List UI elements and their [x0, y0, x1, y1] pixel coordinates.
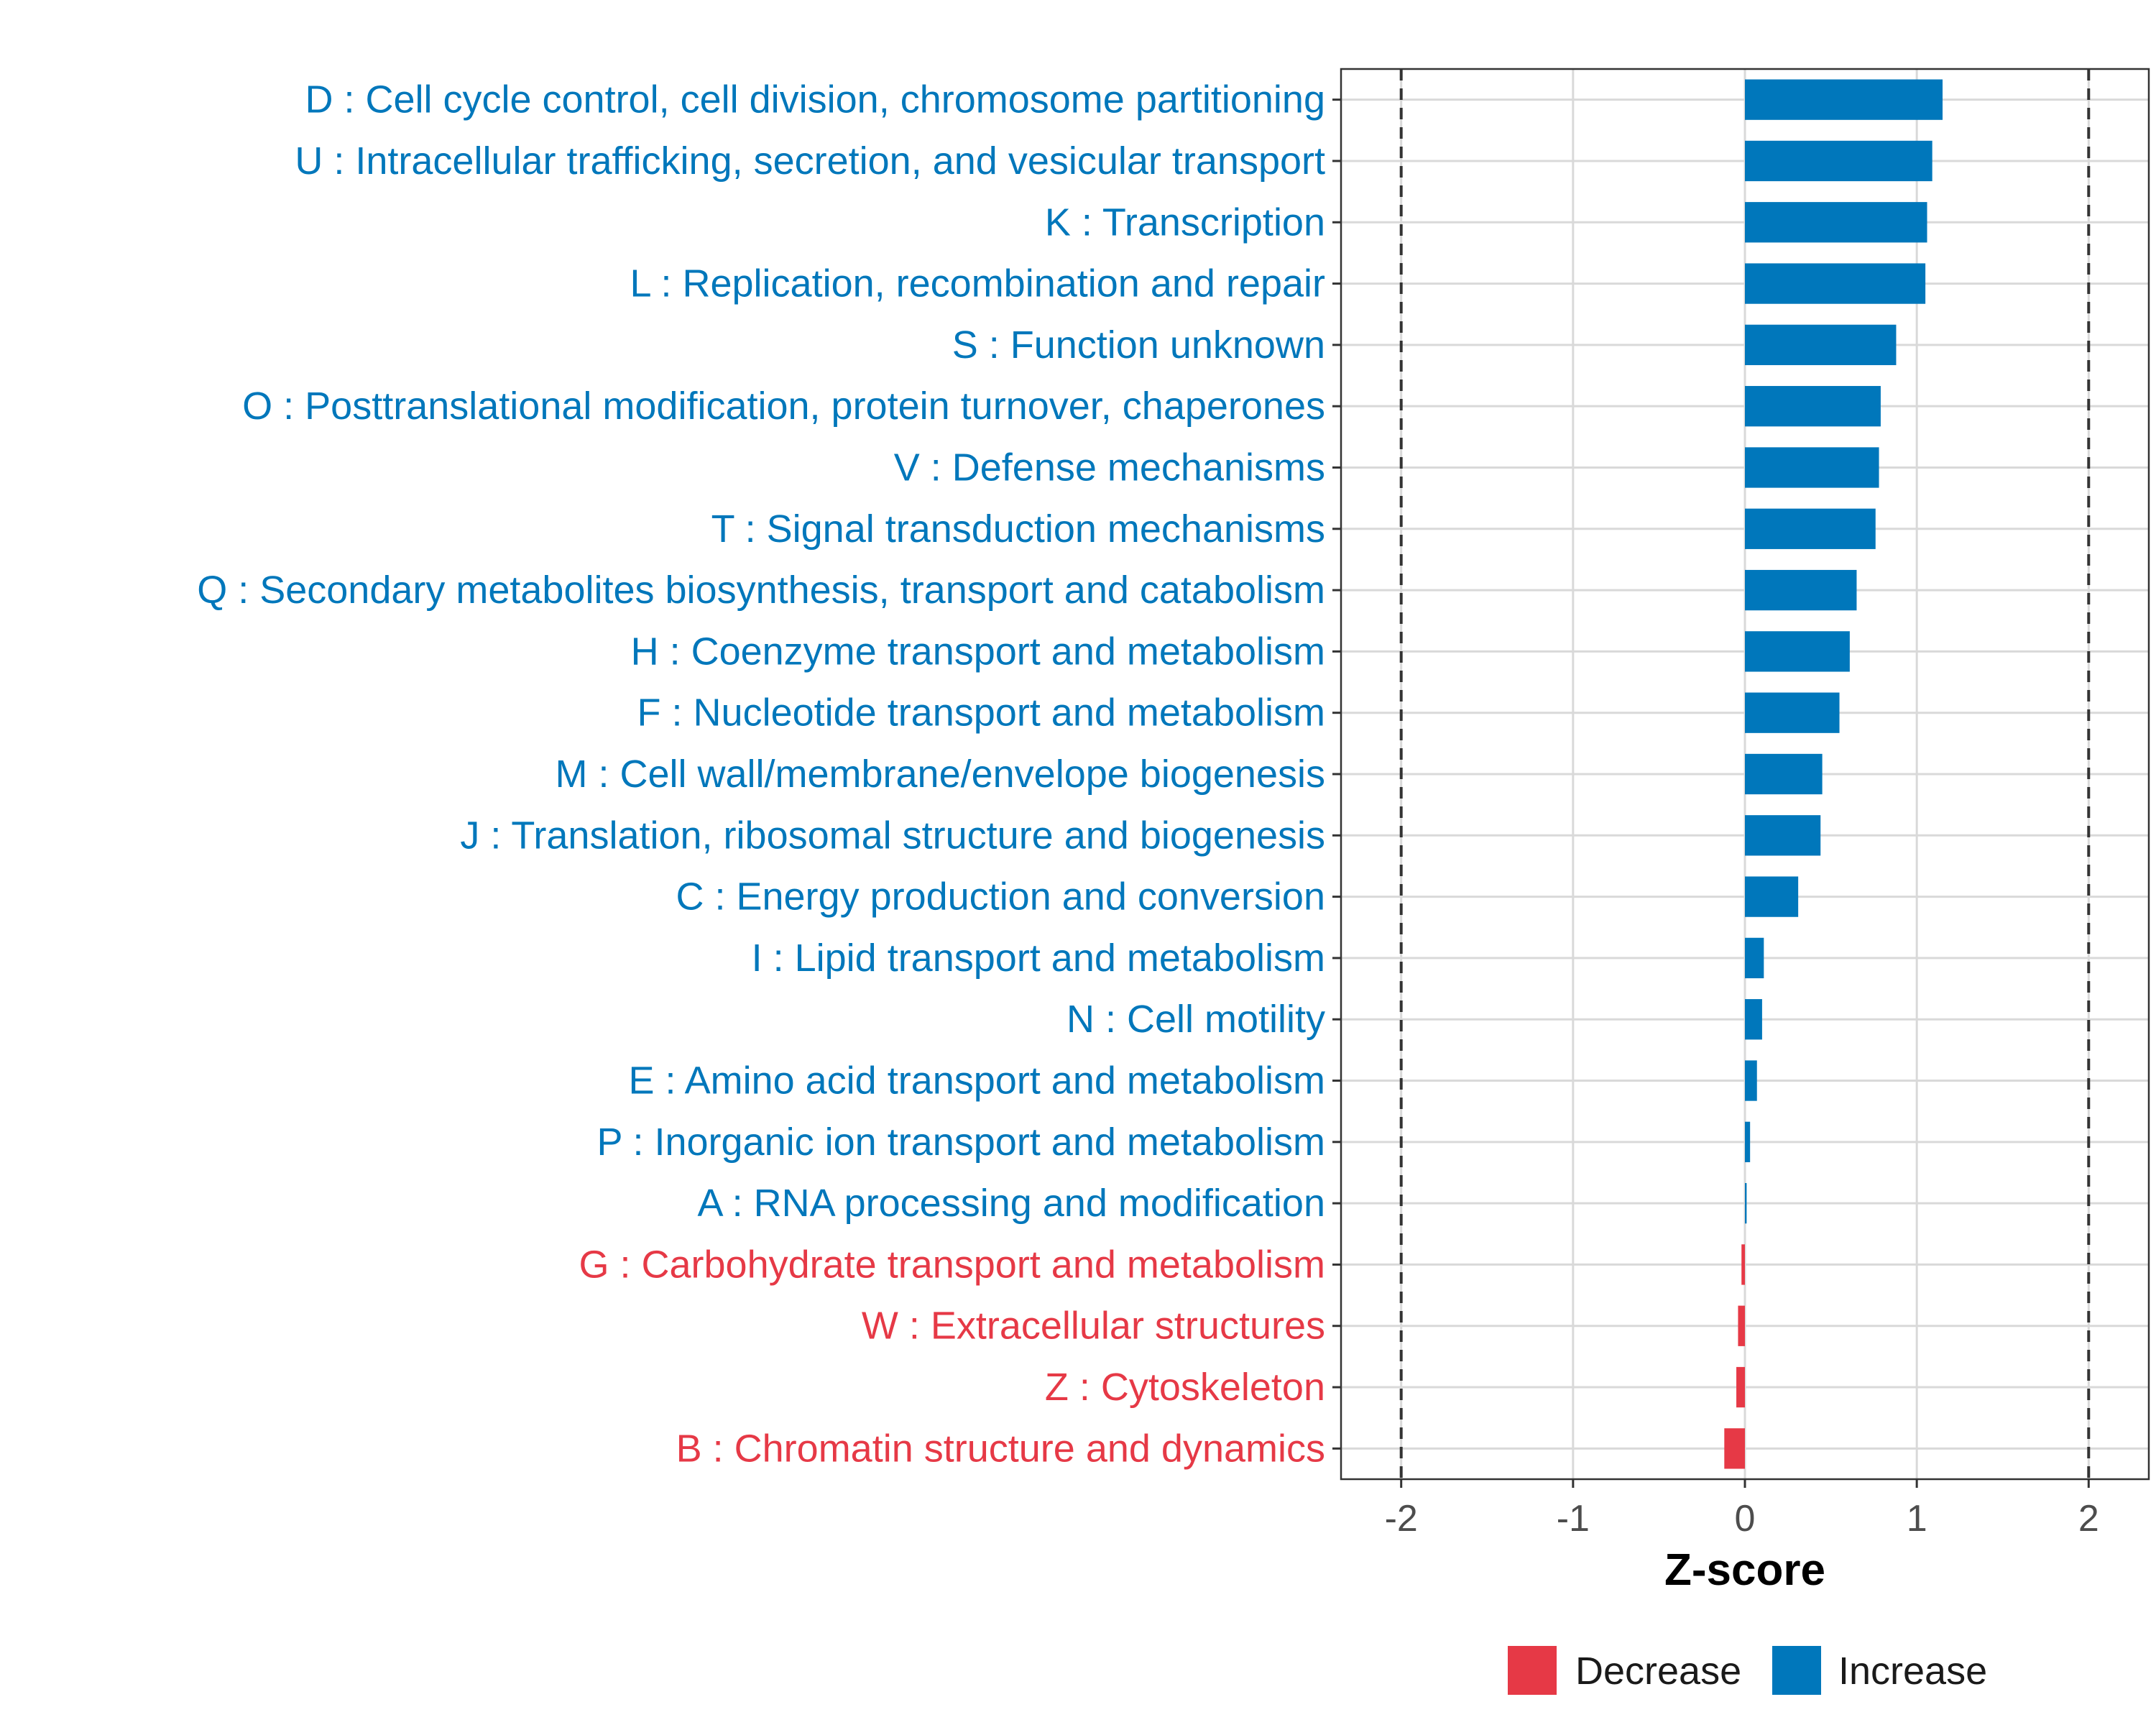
x-tick-label: 2 [2078, 1498, 2099, 1540]
legend: Decrease Increase [1508, 1646, 1987, 1695]
bar [1745, 876, 1799, 917]
category-label: C : Energy production and conversion [676, 875, 1325, 919]
bar [1724, 1428, 1745, 1469]
bar [1745, 692, 1840, 733]
x-tick-label: -2 [1385, 1498, 1418, 1540]
category-label: F : Nucleotide transport and metabolism [637, 691, 1325, 735]
x-tick-label: -1 [1557, 1498, 1590, 1540]
legend-label-increase: Increase [1838, 1650, 1987, 1693]
x-tick-label: 1 [1907, 1498, 1927, 1540]
x-axis-ticks: -2 -1 0 1 2 [1385, 1479, 2099, 1540]
bar [1745, 140, 1932, 182]
category-labels: D : Cell cycle control, cell division, c… [197, 78, 1325, 1471]
category-label: U : Intracellular trafficking, secretion… [295, 139, 1325, 183]
x-tick-label: 0 [1735, 1498, 1756, 1540]
bar [1745, 1060, 1757, 1101]
bar [1736, 1366, 1745, 1408]
bar [1745, 569, 1857, 611]
category-label: A : RNA processing and modification [698, 1182, 1325, 1225]
category-label: S : Function unknown [952, 323, 1325, 367]
category-label: G : Carbohydrate transport and metabolis… [579, 1243, 1326, 1286]
bar [1741, 1244, 1745, 1285]
bar [1745, 386, 1881, 427]
category-label: D : Cell cycle control, cell division, c… [305, 78, 1325, 121]
category-label: W : Extracellular structures [862, 1305, 1325, 1348]
threshold-lines [1399, 69, 2091, 1479]
category-label: Z : Cytoskeleton [1045, 1366, 1325, 1409]
category-label: V : Defense mechanisms [894, 446, 1325, 489]
y-axis-ticks [1332, 98, 1341, 1450]
bar [1745, 263, 1926, 304]
bars [1724, 79, 1943, 1469]
category-label: H : Coenzyme transport and metabolism [631, 630, 1325, 673]
category-label: J : Translation, ribosomal structure and… [460, 814, 1325, 857]
bar [1745, 447, 1879, 488]
legend-label-decrease: Decrease [1575, 1650, 1741, 1693]
bar [1745, 999, 1762, 1040]
bar [1745, 753, 1823, 795]
category-label: I : Lipid transport and metabolism [752, 937, 1325, 980]
category-label: T : Signal transduction mechanisms [711, 507, 1325, 551]
bar [1745, 202, 1927, 243]
category-label: P : Inorganic ion transport and metaboli… [596, 1121, 1325, 1164]
category-label: K : Transcription [1045, 201, 1325, 244]
bar [1745, 79, 1943, 120]
bar [1745, 1182, 1747, 1224]
plot-panel [1340, 68, 2150, 1481]
category-label: Q : Secondary metabolites biosynthesis, … [197, 569, 1325, 612]
category-label: M : Cell wall/membrane/envelope biogenes… [555, 753, 1325, 796]
bar [1738, 1305, 1745, 1346]
category-label: E : Amino acid transport and metabolism [629, 1059, 1325, 1103]
x-axis-title: Z-score [1664, 1545, 1825, 1595]
bar [1745, 1121, 1751, 1162]
category-label: N : Cell motility [1067, 998, 1325, 1041]
bar [1745, 324, 1897, 366]
legend-swatch-increase [1772, 1646, 1821, 1695]
legend-swatch-decrease [1508, 1646, 1557, 1695]
category-label: B : Chromatin structure and dynamics [676, 1427, 1325, 1470]
bar [1745, 815, 1821, 856]
category-label: L : Replication, recombination and repai… [630, 262, 1325, 305]
category-label: O : Posttranslational modification, prot… [242, 385, 1325, 428]
bar [1745, 508, 1876, 549]
bar [1745, 631, 1850, 672]
bar [1745, 937, 1764, 979]
